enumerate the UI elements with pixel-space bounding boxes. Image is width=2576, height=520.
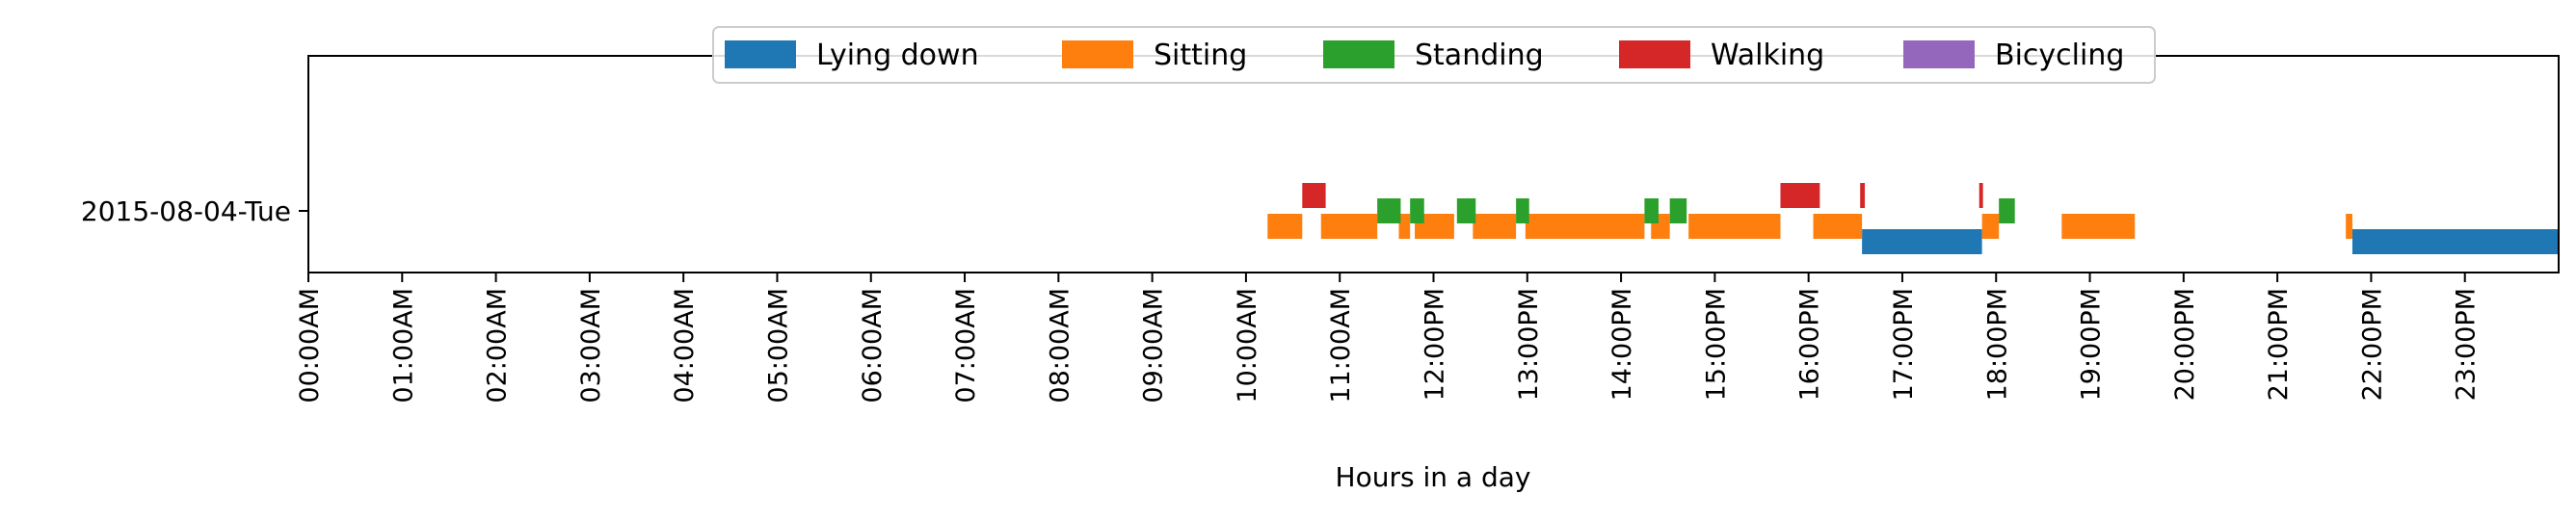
- x-tick-label: 00:00AM: [295, 288, 325, 403]
- legend-swatch-lying-down: [725, 40, 796, 68]
- bar-walking-1: [1780, 183, 1820, 208]
- y-axis: 2015-08-04-Tue: [81, 195, 308, 227]
- bar-standing-3: [1516, 198, 1529, 223]
- legend: Lying down Sitting Standing Walking Bicyclin…: [712, 26, 2156, 84]
- x-tick-label: 22:00PM: [2357, 288, 2387, 401]
- bar-standing-0: [1377, 198, 1401, 223]
- x-axis-label: Hours in a day: [1336, 461, 1531, 493]
- bar-sitting-5: [1525, 214, 1645, 239]
- bar-standing-1: [1410, 198, 1424, 223]
- bar-sitting-9: [1981, 214, 2000, 239]
- bar-sitting-2: [1398, 214, 1411, 239]
- legend-label: Lying down: [816, 39, 979, 72]
- x-tick-label: 15:00PM: [1701, 288, 1731, 401]
- x-tick-label: 17:00PM: [1889, 288, 1919, 401]
- x-tick-label: 13:00PM: [1514, 288, 1544, 401]
- bar-sitting-11: [2346, 214, 2352, 239]
- x-tick-label: 02:00AM: [483, 288, 513, 403]
- plot-area: [307, 55, 2560, 273]
- x-axis: 00:00AM 01:00AM 02:00AM 03:00AM 04:00AM 05:00…: [295, 273, 2482, 403]
- bar-standing-4: [1644, 198, 1659, 223]
- x-tick-label: 06:00AM: [858, 288, 888, 403]
- bar-walking-0: [1302, 183, 1326, 208]
- bar-sitting-1: [1320, 214, 1378, 239]
- x-tick-label: 04:00AM: [670, 288, 700, 403]
- legend-swatch-walking: [1619, 40, 1690, 68]
- x-tick-label: 23:00PM: [2452, 288, 2482, 401]
- x-tick-label: 14:00PM: [1607, 288, 1637, 401]
- x-tick-label: 08:00AM: [1045, 288, 1075, 403]
- legend-label: Walking: [1711, 39, 1824, 72]
- x-tick-label: 07:00AM: [951, 288, 981, 403]
- legend-swatch-bicycling: [1903, 40, 1975, 68]
- bar-walking-3: [1978, 183, 1983, 208]
- bar-walking-2: [1860, 183, 1866, 208]
- bar-sitting-10: [2061, 214, 2136, 239]
- bar-sitting-8: [1813, 214, 1863, 239]
- bar-standing-2: [1456, 198, 1476, 223]
- x-tick-label: 18:00PM: [1982, 288, 2012, 401]
- activity-bars: [1267, 183, 2559, 254]
- bar-lying-down-1: [2351, 229, 2559, 254]
- legend-label: Bicycling: [1995, 39, 2124, 72]
- bar-standing-6: [1999, 198, 2015, 223]
- x-tick-label: 20:00PM: [2170, 288, 2200, 401]
- bar-sitting-7: [1688, 214, 1781, 239]
- bar-sitting-4: [1473, 214, 1517, 239]
- legend-swatch-sitting: [1062, 40, 1133, 68]
- y-tick-label: 2015-08-04-Tue: [81, 195, 291, 227]
- x-tick-label: 12:00PM: [1421, 288, 1450, 401]
- x-tick-label: 11:00AM: [1326, 288, 1356, 403]
- x-tick-label: 01:00AM: [388, 288, 418, 403]
- bar-standing-5: [1669, 198, 1687, 223]
- legend-swatch-standing: [1323, 40, 1394, 68]
- x-tick-label: 16:00PM: [1795, 288, 1825, 401]
- bar-lying-down-0: [1862, 229, 1982, 254]
- bar-sitting-0: [1267, 214, 1303, 239]
- legend-label: Standing: [1415, 39, 1544, 72]
- x-tick-label: 05:00AM: [763, 288, 793, 403]
- legend-label: Sitting: [1154, 39, 1247, 72]
- x-tick-label: 19:00PM: [2077, 288, 2107, 401]
- x-tick-label: 21:00PM: [2264, 288, 2294, 401]
- x-tick-label: 03:00AM: [576, 288, 606, 403]
- x-tick-label: 10:00AM: [1233, 288, 1262, 403]
- x-tick-label: 09:00AM: [1139, 288, 1169, 403]
